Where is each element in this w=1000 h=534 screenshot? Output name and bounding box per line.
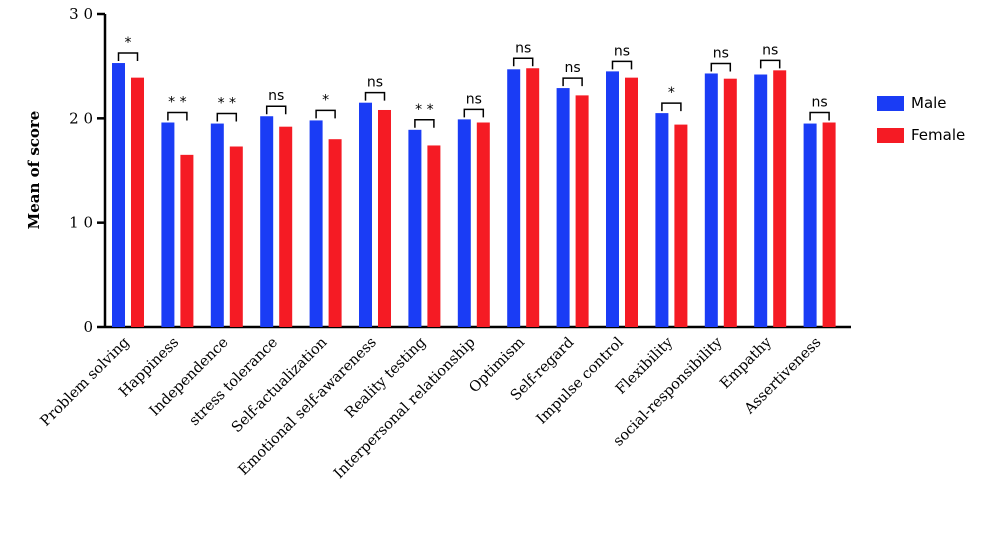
bar-female <box>180 154 194 327</box>
significance-label: ns <box>367 75 383 91</box>
category-label: Impulse control <box>534 334 627 427</box>
legend-swatch <box>877 128 904 143</box>
significance-label: ns <box>812 95 828 111</box>
bar-male <box>210 123 224 327</box>
y-tick-label: 1 0 <box>69 214 93 232</box>
significance-label: * <box>322 92 329 108</box>
category-label: stress tolerance <box>187 335 282 430</box>
bar-female <box>723 78 737 327</box>
y-tick-label: 0 <box>83 318 93 336</box>
significance-label: * * <box>218 96 236 112</box>
bar-male <box>556 88 570 328</box>
significance-bracket <box>265 105 287 115</box>
bar-female <box>674 124 688 328</box>
y-axis-title: Mean of score <box>25 111 43 230</box>
y-tick-label: 3 0 <box>69 5 93 23</box>
category-label: Self-actualization <box>229 335 331 437</box>
significance-label: ns <box>515 40 531 56</box>
significance-bracket <box>364 91 386 101</box>
significance-bracket <box>414 119 435 128</box>
bar-male <box>803 123 817 327</box>
significance-bracket <box>611 60 633 70</box>
legend-label: Male <box>911 94 947 112</box>
bar-female <box>526 68 540 328</box>
bar-female <box>229 146 243 327</box>
significance-label: * <box>125 35 132 51</box>
bar-female <box>575 95 589 327</box>
bar-female <box>822 122 836 327</box>
bar-male <box>606 71 619 327</box>
x-tick-labels: Problem solvingHappinessIndependencestre… <box>38 334 825 482</box>
bar-male <box>260 116 274 327</box>
significance-bracket <box>562 77 583 87</box>
significance-bracket <box>315 109 336 119</box>
significance-label: * * <box>415 102 433 118</box>
significance-label: ns <box>565 60 581 76</box>
significance-bracket <box>710 62 732 72</box>
bar-female <box>378 109 391 327</box>
significance-bracket <box>512 57 534 67</box>
significance-bracket <box>167 111 188 121</box>
significance-bracket <box>117 52 139 62</box>
significance-label: ns <box>268 88 284 104</box>
bar-female <box>131 77 144 327</box>
significance-bracket <box>463 108 485 118</box>
bar-female <box>773 70 787 327</box>
significance-bracket <box>661 102 682 112</box>
legend: Male Female <box>877 94 965 144</box>
bar-male <box>161 122 175 327</box>
bar-female <box>625 77 638 327</box>
significance-bracket <box>759 59 781 69</box>
bars <box>112 63 836 328</box>
bar-male <box>359 102 372 327</box>
bar-male <box>704 73 718 327</box>
significance-label: ns <box>614 43 630 59</box>
bar-female <box>328 139 342 327</box>
y-tick-label: 2 0 <box>69 109 93 127</box>
category-label: Problem solving <box>38 335 133 430</box>
bar-male <box>655 113 669 327</box>
bar-male <box>754 74 768 327</box>
y-ticks: 0 1 0 2 0 3 0 <box>69 5 105 336</box>
bar-male <box>507 69 521 328</box>
bar-male <box>408 129 422 327</box>
significance-label: * * <box>168 95 186 111</box>
bar-female <box>427 145 441 327</box>
bar-male <box>112 63 125 327</box>
bar-male <box>457 119 471 327</box>
significance-bracket <box>809 111 830 121</box>
significance-label: ns <box>466 91 482 107</box>
bar-female <box>476 122 490 327</box>
legend-label: Female <box>911 126 965 144</box>
significance-label: ns <box>762 42 778 58</box>
significance-label: ns <box>713 45 729 61</box>
legend-swatch <box>877 96 904 111</box>
bar-male <box>309 120 323 327</box>
significance-label: * <box>668 85 675 101</box>
bar-female <box>279 126 293 328</box>
significance-bracket <box>216 112 238 122</box>
significance-brackets: * * * * * ns * ns * * ns ns ns ns * ns ns ns <box>117 35 830 128</box>
